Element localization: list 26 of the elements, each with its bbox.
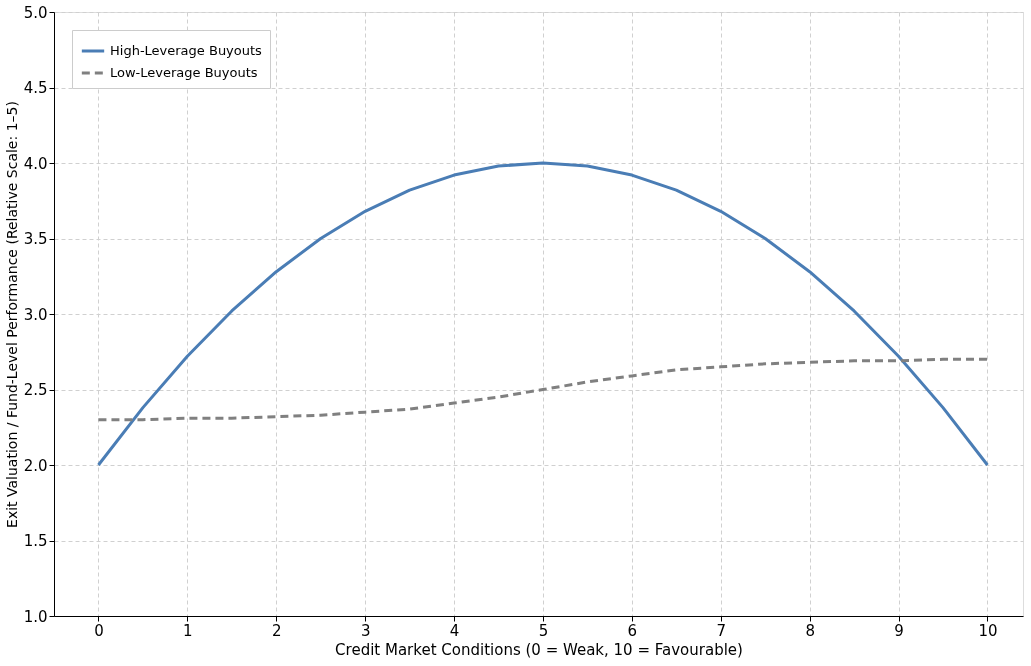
y-tick-label: 1.5 xyxy=(23,532,48,550)
x-axis-title: Credit Market Conditions (0 = Weak, 10 = Favourable) xyxy=(335,640,743,659)
y-tick-label: 3.0 xyxy=(23,305,48,324)
y-tick-label: 3.5 xyxy=(23,230,48,248)
line-series xyxy=(96,161,989,467)
x-tick-label: 8 xyxy=(805,621,815,640)
y-tick-label: 4.0 xyxy=(23,154,48,173)
x-tick-label: 3 xyxy=(360,621,371,640)
y-tick-label: 5.0 xyxy=(23,3,48,22)
x-tick-label: 2 xyxy=(271,621,282,640)
x-tick-label: 0 xyxy=(94,621,104,640)
x-tick-label: 7 xyxy=(716,621,727,640)
x-tick-label: 10 xyxy=(978,621,998,640)
y-tick-label: 4.5 xyxy=(23,79,48,97)
legend-label: Low-Leverage Buyouts xyxy=(110,65,258,80)
legend-label: High-Leverage Buyouts xyxy=(110,43,263,58)
x-tick-label: 5 xyxy=(538,621,549,640)
x-tick-label: 4 xyxy=(449,621,460,640)
x-tick-label: 9 xyxy=(894,621,904,640)
x-tick-label: 6 xyxy=(627,621,638,640)
y-axis-title: Exit Valuation / Fund-Level Performance (Relative Scale: 1–5) xyxy=(3,101,20,528)
y-tick-label: 2.5 xyxy=(23,381,48,399)
line-series xyxy=(96,357,989,422)
y-tick-label: 2.0 xyxy=(23,456,48,475)
y-tick-label: 1.0 xyxy=(23,607,48,626)
x-tick-label: 1 xyxy=(183,621,193,640)
